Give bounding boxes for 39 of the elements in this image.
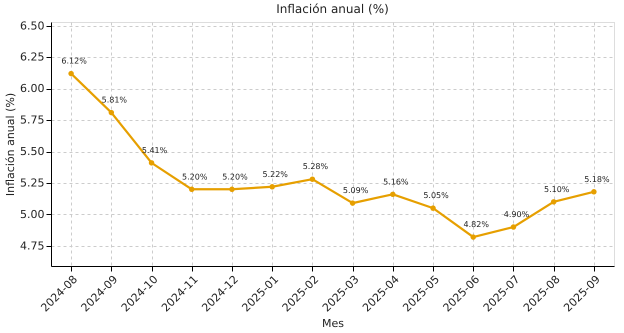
- point: [68, 70, 74, 76]
- y-tick-label: 5.50: [20, 145, 44, 158]
- y-tick-label: 4.75: [20, 239, 44, 252]
- y-axis-title: Inflación anual (%): [4, 92, 18, 196]
- data-label: 5.10%: [544, 184, 570, 194]
- data-label: 5.05%: [423, 191, 450, 200]
- data-label: 6.12%: [61, 56, 88, 66]
- y-tick-label: 5.00: [20, 208, 44, 221]
- data-label: 5.28%: [302, 162, 328, 172]
- point: [430, 205, 436, 211]
- x-axis-title: Mes: [322, 316, 344, 330]
- point: [350, 200, 356, 206]
- data-label: 5.20%: [182, 172, 208, 182]
- data-label: 4.82%: [464, 220, 490, 230]
- data-label: 5.16%: [383, 177, 409, 186]
- data-label: 5.41%: [142, 146, 168, 155]
- data-label: 5.20%: [222, 172, 248, 182]
- data-label: 5.09%: [342, 186, 369, 196]
- point: [550, 199, 556, 205]
- point: [470, 234, 476, 240]
- point: [310, 176, 316, 182]
- point: [229, 186, 235, 192]
- y-tick-label: 6.00: [20, 82, 44, 96]
- point: [269, 184, 275, 190]
- data-label: 5.81%: [102, 96, 128, 105]
- chart-title: Inflación anual (%): [276, 2, 389, 16]
- y-tick-label: 6.25: [20, 50, 44, 64]
- y-tick-label: 6.50: [20, 19, 44, 32]
- data-label: 4.90%: [504, 210, 530, 220]
- point: [108, 110, 114, 116]
- point: [591, 189, 597, 195]
- point: [510, 224, 516, 230]
- point: [390, 192, 396, 198]
- data-label: 5.22%: [262, 170, 288, 179]
- y-tick-label: 5.25: [20, 176, 44, 190]
- data-label: 5.18%: [584, 174, 610, 184]
- point: [148, 160, 154, 166]
- point: [189, 186, 194, 192]
- y-tick-label: 5.75: [20, 114, 44, 127]
